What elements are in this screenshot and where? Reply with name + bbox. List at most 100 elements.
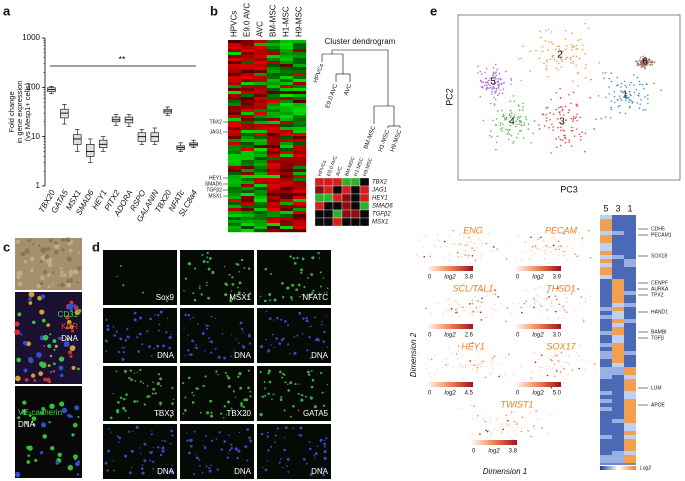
heatmap-cell xyxy=(280,118,294,122)
tsne-point xyxy=(492,67,495,69)
tsne-point xyxy=(561,109,563,112)
tsne-point xyxy=(507,128,509,131)
tsne-point xyxy=(539,30,542,33)
heatmap-cell xyxy=(241,169,255,173)
cell-dot xyxy=(238,281,242,285)
feature-point xyxy=(559,245,562,247)
tsne-point xyxy=(527,128,530,130)
mini-heatmap-cell xyxy=(323,177,334,187)
tsne-point xyxy=(636,102,639,104)
cell-dot xyxy=(307,370,310,374)
cell-dot xyxy=(205,324,207,327)
heatmap-cell xyxy=(600,291,612,295)
heatmap-cell xyxy=(293,46,307,50)
feature-point xyxy=(429,255,432,258)
cell-dot xyxy=(165,331,168,334)
column-label: BM-MSC xyxy=(269,4,278,37)
cell-dot xyxy=(121,357,125,361)
cell-dot xyxy=(313,454,315,456)
tsne-point xyxy=(643,87,645,90)
cell-dot xyxy=(287,383,289,386)
feature-point xyxy=(522,378,525,381)
tsne-point xyxy=(522,102,525,105)
feature-point xyxy=(558,248,561,251)
heatmap-cell xyxy=(600,239,612,243)
feature-point xyxy=(557,287,559,290)
heatmap-cell xyxy=(624,311,636,315)
cell-dot xyxy=(115,330,118,333)
cell-dot xyxy=(58,356,65,362)
heatmap-cell xyxy=(228,142,242,146)
colorbar-max: 2.6 xyxy=(465,333,474,339)
cell-dot xyxy=(189,353,193,356)
heatmap-cell xyxy=(280,85,294,89)
mini-heatmap-cell xyxy=(350,177,361,187)
tsne-point xyxy=(571,126,573,129)
tsne-point xyxy=(512,115,515,118)
feature-point xyxy=(562,254,565,257)
tsne-point xyxy=(647,61,650,64)
feature-point xyxy=(583,289,585,291)
cell-dot xyxy=(273,346,275,348)
cell-dot xyxy=(29,256,35,262)
cell-dot xyxy=(157,313,160,317)
tsne-point xyxy=(491,77,494,79)
heatmap-cell xyxy=(280,61,294,65)
heatmap-cell xyxy=(228,106,242,110)
cell-dot xyxy=(47,285,51,288)
cell-dot xyxy=(196,323,199,326)
cell-dot xyxy=(263,299,267,303)
tsne-point xyxy=(660,89,662,91)
feature-point xyxy=(551,355,553,357)
feature-point xyxy=(552,244,555,247)
feature-point xyxy=(505,258,508,260)
heatmap-cell xyxy=(612,359,624,363)
cell-dot xyxy=(28,297,32,301)
cell-dot xyxy=(76,266,82,271)
heatmap-cell xyxy=(280,70,294,74)
tsne-point xyxy=(555,92,558,94)
feature-point xyxy=(515,411,517,413)
tsne-point xyxy=(524,116,527,118)
heatmap-cell xyxy=(267,127,281,131)
heatmap-cell xyxy=(254,190,268,194)
tsne-point xyxy=(492,72,495,75)
cell-dot xyxy=(210,315,213,318)
tsne-point xyxy=(487,87,489,89)
feature-point xyxy=(513,420,516,423)
tsne-point xyxy=(538,57,541,60)
heatmap-cell xyxy=(624,423,636,427)
feature-point xyxy=(560,365,563,368)
gene-label: HEY1 xyxy=(372,196,388,202)
colorbar-min: 0 xyxy=(516,275,520,281)
tsne-point xyxy=(519,129,521,132)
feature-point xyxy=(572,286,574,289)
tsne-point xyxy=(519,123,521,125)
cell-dot xyxy=(307,373,311,376)
tsne-point xyxy=(554,48,557,51)
tsne-point xyxy=(519,121,521,123)
heatmap-cell xyxy=(293,94,307,98)
tsne-point xyxy=(572,91,575,94)
cell-dot xyxy=(126,328,129,331)
tsne-point xyxy=(553,58,556,61)
tsne-point xyxy=(552,126,554,128)
cell-dot xyxy=(204,350,206,352)
heatmap-cell xyxy=(280,142,294,146)
feature-point xyxy=(490,433,492,435)
cell-dot xyxy=(240,405,243,408)
tsne-point xyxy=(610,80,613,83)
cell-dot xyxy=(169,442,172,445)
feature-point xyxy=(566,259,569,261)
tsne-point xyxy=(564,141,567,144)
cell-dot xyxy=(46,377,51,383)
feature-point xyxy=(589,295,591,298)
cell-dot xyxy=(122,351,125,354)
feature-point xyxy=(574,231,576,233)
heatmap-cell xyxy=(612,367,624,371)
feature-point xyxy=(495,309,497,312)
tsne-point xyxy=(620,90,623,93)
feature-point xyxy=(555,368,557,371)
cell-dot xyxy=(135,425,139,429)
tsne-point xyxy=(501,127,504,129)
